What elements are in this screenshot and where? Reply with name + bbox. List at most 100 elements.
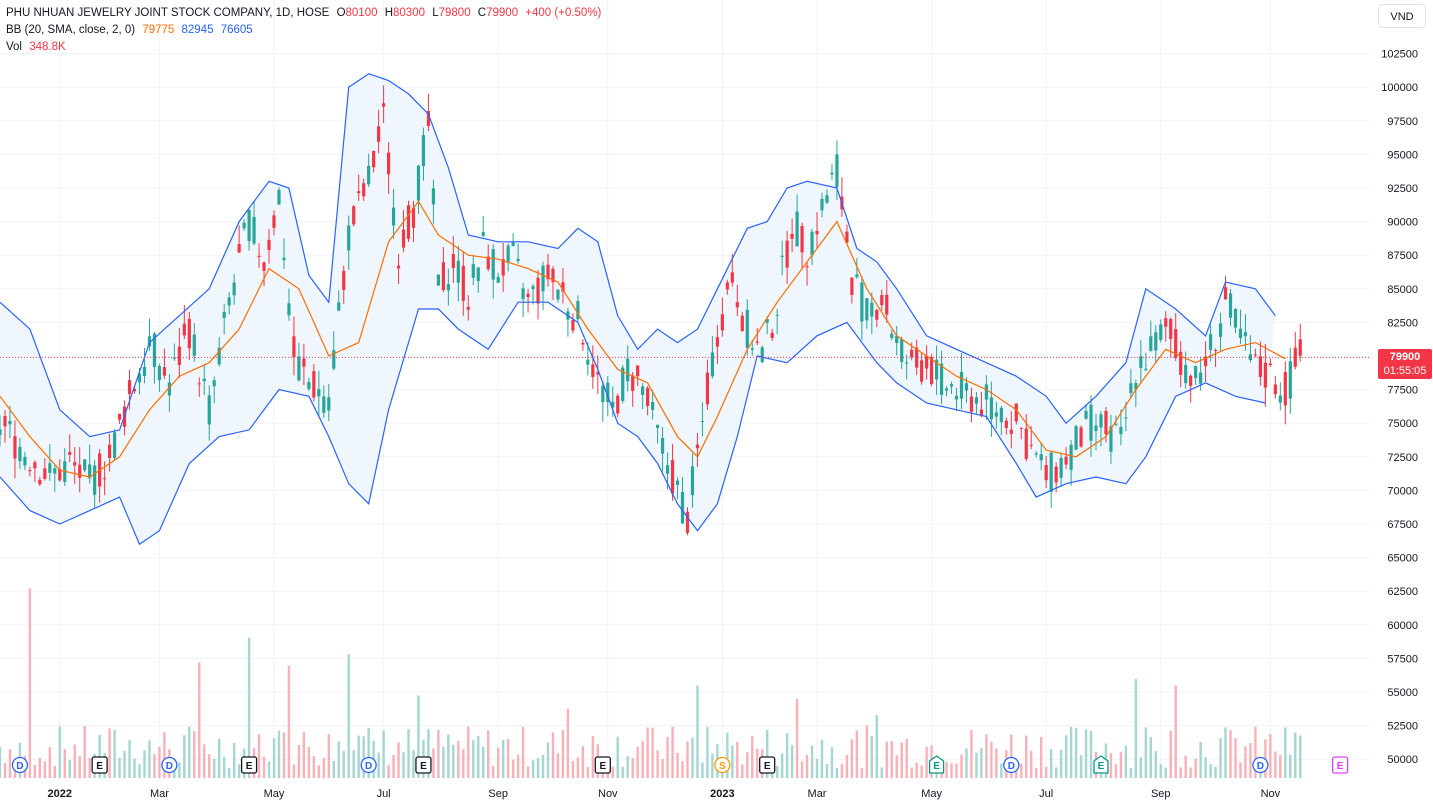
event-marker-dividend[interactable]: D bbox=[11, 756, 29, 774]
last-price-value: 79900 bbox=[1389, 351, 1421, 363]
candle-body bbox=[785, 240, 789, 268]
volume-bar bbox=[616, 736, 619, 778]
candle bbox=[421, 127, 426, 181]
event-marker-earnings-future[interactable]: E bbox=[1093, 755, 1109, 774]
candle-body bbox=[1154, 332, 1158, 351]
event-marker-earnings-upcoming[interactable]: E bbox=[1331, 756, 1349, 774]
candle-body bbox=[611, 401, 615, 408]
volume-bar bbox=[477, 735, 480, 778]
candle bbox=[670, 443, 675, 501]
legend-bb: BB (20, SMA, close, 2, 0) 79775 82945 76… bbox=[6, 23, 257, 38]
volume-bar bbox=[890, 741, 893, 778]
candle-body bbox=[561, 282, 565, 292]
candle-body bbox=[775, 314, 779, 316]
volume-bar bbox=[1040, 737, 1043, 778]
event-marker-shape bbox=[91, 756, 108, 774]
y-tick-label: 95000 bbox=[1387, 149, 1418, 161]
candle bbox=[934, 345, 939, 396]
y-tick-label: 70000 bbox=[1387, 485, 1418, 497]
candle-body bbox=[322, 396, 326, 413]
candle bbox=[1278, 382, 1282, 411]
candle bbox=[108, 433, 112, 472]
event-marker-dividend[interactable]: D bbox=[161, 756, 178, 774]
volume-bar bbox=[521, 726, 525, 778]
event-marker-earnings[interactable]: E bbox=[240, 756, 258, 774]
volume-bar bbox=[402, 751, 405, 778]
volume-bar bbox=[636, 746, 639, 778]
candle-body bbox=[237, 244, 241, 253]
volume-bar bbox=[626, 756, 629, 778]
candle bbox=[641, 382, 645, 410]
volume-bar bbox=[8, 749, 12, 778]
candle bbox=[506, 243, 510, 272]
candle-body bbox=[491, 249, 495, 280]
event-marker-earnings[interactable]: E bbox=[415, 756, 432, 774]
y-tick-label: 82500 bbox=[1387, 317, 1418, 329]
volume-bar bbox=[38, 758, 42, 778]
candle bbox=[267, 228, 271, 264]
candle-body bbox=[506, 245, 510, 262]
volume-bar bbox=[691, 737, 694, 778]
event-marker-dividend[interactable]: D bbox=[1003, 756, 1020, 774]
candle-body bbox=[641, 386, 645, 395]
volume-bar bbox=[237, 764, 241, 778]
candle bbox=[202, 363, 206, 396]
candle bbox=[147, 318, 152, 351]
candle bbox=[1268, 358, 1272, 367]
event-marker-earnings[interactable]: E bbox=[91, 756, 108, 774]
candle bbox=[342, 265, 346, 304]
volume-bar bbox=[556, 753, 560, 778]
event-marker-dividend[interactable]: D bbox=[1252, 756, 1269, 774]
volume-bar bbox=[153, 754, 156, 778]
event-marker-shape bbox=[759, 756, 776, 774]
volume-bar bbox=[198, 662, 201, 778]
volume-bar bbox=[417, 695, 420, 778]
volume-bar bbox=[1254, 726, 1257, 778]
event-marker-dividend[interactable]: D bbox=[360, 756, 377, 774]
candle bbox=[362, 178, 366, 201]
candle bbox=[680, 477, 685, 525]
volume-bar bbox=[312, 756, 316, 778]
legend-volume: Vol 348.8K bbox=[6, 40, 70, 55]
candle bbox=[526, 288, 530, 313]
candle bbox=[1039, 442, 1043, 471]
candle-body bbox=[416, 165, 421, 201]
volume-bar bbox=[591, 736, 595, 778]
volume-bar bbox=[706, 726, 709, 778]
candle-body bbox=[710, 352, 714, 377]
candle bbox=[915, 339, 919, 375]
volume-bar bbox=[785, 733, 789, 778]
volume-bar bbox=[138, 764, 141, 778]
candle bbox=[656, 424, 660, 444]
volume-bar bbox=[48, 747, 52, 778]
candle-body bbox=[905, 362, 909, 364]
currency-button[interactable]: VND bbox=[1378, 4, 1426, 28]
candle bbox=[586, 342, 590, 376]
volume-bar bbox=[686, 741, 689, 778]
candle-body bbox=[28, 470, 32, 472]
candle-body bbox=[954, 395, 959, 400]
event-marker-split[interactable]: S bbox=[714, 756, 731, 774]
candle-body bbox=[23, 456, 27, 466]
y-tick-label: 57500 bbox=[1387, 653, 1418, 665]
candle-body bbox=[451, 254, 455, 268]
candle bbox=[1069, 440, 1073, 486]
event-marker-earnings[interactable]: E bbox=[759, 756, 776, 774]
candle bbox=[531, 284, 535, 305]
candle-body bbox=[1079, 427, 1083, 447]
event-marker-earnings-future[interactable]: E bbox=[928, 755, 945, 774]
candle-body bbox=[13, 436, 17, 459]
event-marker-label: E bbox=[420, 761, 427, 772]
event-marker-label: D bbox=[166, 761, 173, 772]
candle-body bbox=[1009, 429, 1013, 434]
volume-bar bbox=[447, 734, 450, 778]
volume-bar bbox=[531, 760, 535, 778]
candle bbox=[1064, 447, 1068, 470]
event-marker-earnings[interactable]: E bbox=[594, 756, 611, 774]
candle-body bbox=[177, 346, 181, 366]
candle bbox=[581, 339, 585, 351]
volume-bar bbox=[78, 756, 81, 778]
volume-bar bbox=[123, 750, 126, 778]
event-marker-label: E bbox=[1337, 761, 1344, 772]
